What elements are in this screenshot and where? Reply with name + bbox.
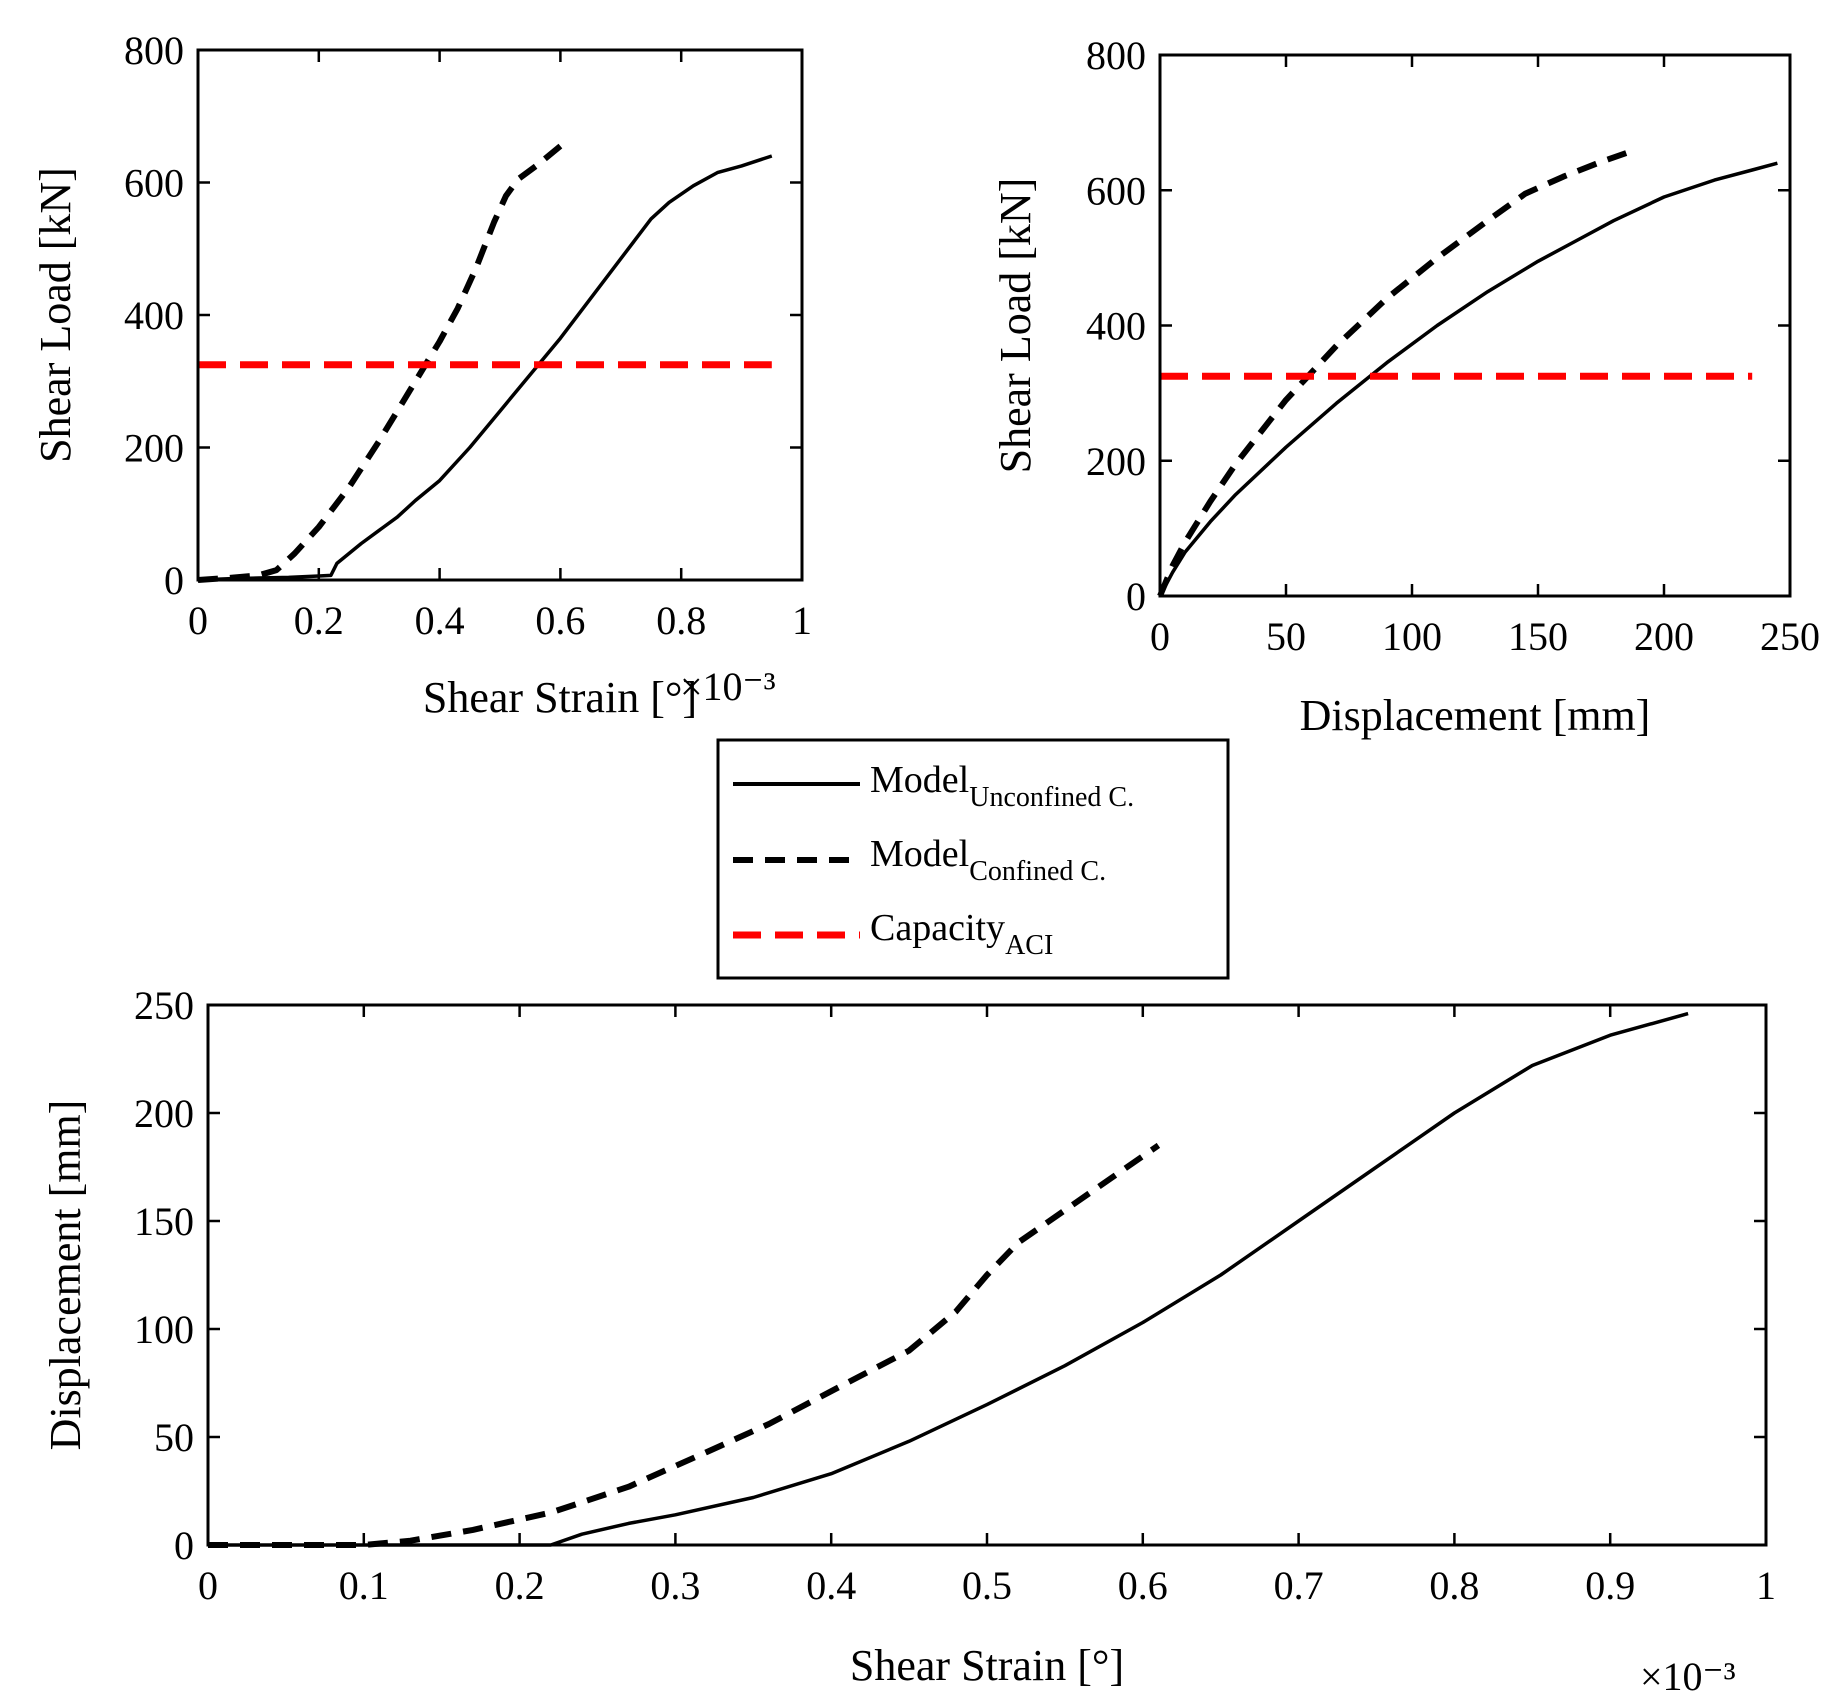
x-tick-label: 200	[1634, 614, 1694, 659]
x-tick-label: 0	[198, 1563, 218, 1608]
x-tick-label: 100	[1382, 614, 1442, 659]
x-tick-label: 0.8	[656, 598, 706, 643]
y-tick-label: 400	[124, 293, 184, 338]
y-tick-label: 400	[1086, 304, 1146, 349]
x-axis-exponent-label: ×10⁻³	[1640, 1654, 1736, 1699]
x-axis-label: Shear Strain [°]	[423, 673, 697, 722]
y-tick-label: 800	[124, 28, 184, 73]
x-tick-label: 0.2	[495, 1563, 545, 1608]
x-tick-label: 0.7	[1274, 1563, 1324, 1608]
y-tick-label: 200	[124, 426, 184, 471]
axes-box	[196, 48, 804, 582]
y-tick-label: 150	[134, 1199, 194, 1244]
y-tick-label: 0	[164, 558, 184, 603]
x-tick-label: 1	[792, 598, 812, 643]
y-tick-label: 0	[1126, 574, 1146, 619]
x-tick-label: 0.4	[806, 1563, 856, 1608]
series-line-confined	[1157, 150, 1628, 598]
x-tick-label: 1	[1756, 1563, 1776, 1608]
x-tick-label: 0.2	[294, 598, 344, 643]
x-tick-label: 50	[1266, 614, 1306, 659]
series-line-unconfined	[208, 1011, 1689, 1547]
legend-entry-capacity: CapacityACI	[870, 907, 1053, 961]
x-axis-label: Displacement [mm]	[1300, 691, 1651, 740]
x-tick-label: 0.6	[1118, 1563, 1168, 1608]
y-tick-label: 800	[1086, 33, 1146, 78]
legend-entry-unconfined: ModelUnconfined C.	[870, 759, 1134, 813]
y-tick-label: 200	[134, 1091, 194, 1136]
y-axis-label: Shear Load [kN]	[991, 178, 1040, 474]
x-tick-label: 0.4	[415, 598, 465, 643]
y-tick-label: 600	[1086, 168, 1146, 213]
axes-box	[1158, 53, 1792, 598]
subplot-strain-load: 0 0.2 0.4 0.6 0.8 1 0 200 400 600 800 Shear Strain …	[31, 28, 812, 722]
y-tick-label: 50	[154, 1415, 194, 1460]
x-tick-label: 0.3	[650, 1563, 700, 1608]
y-axis-label: Displacement [mm]	[41, 1100, 90, 1451]
x-tick-label: 150	[1508, 614, 1568, 659]
x-tick-label: 0.5	[962, 1563, 1012, 1608]
y-tick-label: 250	[134, 983, 194, 1028]
x-axis-exponent-label: ×10⁻³	[680, 664, 776, 709]
series-line-confined	[208, 1142, 1161, 1548]
x-tick-label: 0	[1150, 614, 1170, 659]
subplot-strain-displacement: 0 0.1 0.2 0.3 0.4 0.5 0.6 0.7 0.8 0.9 1 0 50 100 150 20…	[41, 983, 1776, 1699]
y-tick-label: 600	[124, 161, 184, 206]
x-tick-label: 0.6	[535, 598, 585, 643]
y-tick-label: 100	[134, 1307, 194, 1352]
y-tick-label: 200	[1086, 439, 1146, 484]
subplot-displacement-load: 0 50 100 150 200 250 0 200 400 600 800 Displacement…	[991, 33, 1820, 740]
series-line-unconfined	[1158, 161, 1778, 597]
x-tick-label: 0.8	[1429, 1563, 1479, 1608]
legend: ModelUnconfined C. ModelConfined C. Capa…	[716, 738, 1230, 980]
legend-entry-confined: ModelConfined C.	[870, 833, 1106, 887]
x-tick-label: 0.1	[339, 1563, 389, 1608]
series-line-confined	[197, 143, 563, 583]
x-tick-label: 0	[188, 598, 208, 643]
x-tick-label: 0.9	[1585, 1563, 1635, 1608]
x-tick-label: 250	[1760, 614, 1820, 659]
y-tick-label: 0	[174, 1523, 194, 1568]
x-axis-label: Shear Strain [°]	[850, 1641, 1124, 1690]
y-axis-label: Shear Load [kN]	[31, 167, 80, 463]
